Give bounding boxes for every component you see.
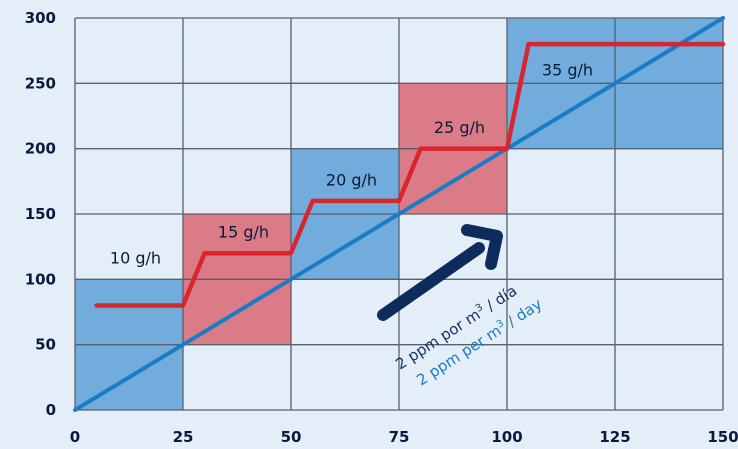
- x-tick-label-1: 25: [173, 428, 194, 446]
- series-line-dosage-steps: [94, 41, 726, 308]
- band-label-3: 25 g/h: [434, 118, 485, 137]
- band-label-0: 10 g/h: [110, 249, 161, 268]
- x-tick-label-5: 125: [599, 428, 630, 446]
- band-label-1: 15 g/h: [218, 223, 269, 242]
- y-tick-label-3: 150: [25, 205, 56, 223]
- band-label-2: 20 g/h: [326, 170, 377, 189]
- series-lines: [73, 16, 726, 412]
- x-tick-label-0: 0: [70, 428, 80, 446]
- y-tick-label-0: 0: [46, 401, 56, 419]
- x-tick-label-6: 150: [707, 428, 738, 446]
- band-labels: 10 g/h 15 g/h 20 g/h 25 g/h 35 g/h: [110, 60, 593, 267]
- trend-arrow-head: [461, 224, 503, 270]
- x-tick-label-3: 75: [389, 428, 410, 446]
- band-label-4: 35 g/h: [542, 60, 593, 79]
- x-tick-label-4: 100: [491, 428, 522, 446]
- y-tick-label-2: 100: [25, 270, 56, 288]
- series-line-diagonal: [73, 16, 725, 412]
- y-tick-label-5: 250: [25, 74, 56, 92]
- y-tick-label-4: 200: [25, 140, 56, 158]
- trend-arrow-shaft: [377, 242, 485, 321]
- x-tick-label-2: 50: [281, 428, 302, 446]
- y-tick-label-1: 50: [35, 336, 56, 354]
- y-tick-label-6: 300: [25, 9, 56, 27]
- tick-labels: 0 25 50 75 100 125 150 0 50 100 150 200 250 300: [25, 9, 738, 446]
